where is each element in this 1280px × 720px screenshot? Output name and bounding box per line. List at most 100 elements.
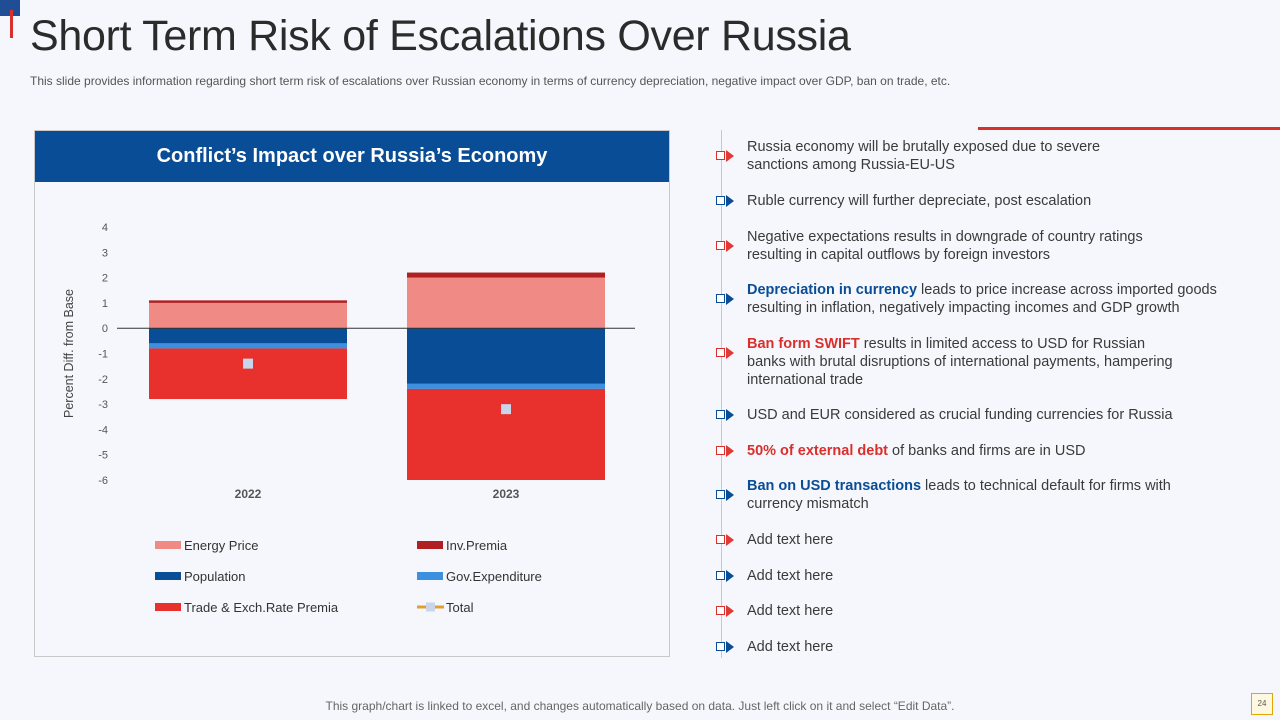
bullet-body: Ruble currency will further depreciate, … [747, 193, 1092, 209]
bullet-square [716, 642, 725, 651]
bar-inv-premia-2023 [407, 272, 605, 278]
y-tick-label: -3 [98, 399, 108, 411]
y-tick-label: -5 [98, 450, 108, 462]
bullet-body: leads to technical default for firms wit… [747, 478, 1171, 512]
bar-inv-premia-2022 [149, 300, 347, 303]
list-accent-line [978, 127, 1280, 130]
bullet-body: results in limited access to USD for Rus… [747, 336, 1173, 388]
bullet-text: USD and EUR considered as crucial fundin… [747, 406, 1247, 424]
y-tick-label: 4 [102, 222, 108, 234]
bullet-highlight: Depreciation in currency [747, 282, 918, 298]
bullet-body: Add text here [747, 568, 834, 584]
bullet-text: Add text here [747, 531, 1247, 549]
y-tick-label: 1 [102, 298, 108, 310]
y-tick-label: 3 [102, 247, 108, 259]
bar-gov-expenditure-2023 [407, 383, 605, 389]
x-tick-label: 2022 [235, 487, 262, 501]
bar-energy-price-2023 [407, 277, 605, 329]
bullet-arrow-icon [716, 534, 738, 546]
y-tick-label: -6 [98, 475, 108, 487]
legend-total-marker [426, 602, 435, 612]
legend-label: Population [184, 569, 245, 584]
bullet-triangle [726, 605, 734, 617]
legend-swatch [155, 603, 181, 611]
y-tick-label: 2 [102, 273, 108, 285]
footer-note: This graph/chart is linked to excel, and… [325, 699, 955, 713]
list-divider-line [721, 130, 722, 658]
bullet-text: Ban form SWIFT results in limited access… [747, 335, 1247, 389]
bullet-square [716, 410, 725, 419]
bullet-triangle [726, 150, 734, 162]
y-tick-label: 0 [102, 323, 108, 335]
bullet-text: Russia economy will be brutally exposed … [747, 138, 1247, 174]
legend-label: Energy Price [184, 538, 258, 553]
page-number: 24 [1251, 693, 1273, 715]
bullet-highlight: Ban on USD transactions [747, 478, 922, 494]
bullet-text: 50% of external debt of banks and firms … [747, 442, 1247, 460]
bullet-arrow-icon [716, 240, 738, 252]
total-marker-2022 [243, 358, 253, 369]
bullet-triangle [726, 347, 734, 359]
bullet-triangle [726, 570, 734, 582]
bullet-arrow-icon [716, 347, 738, 359]
bullet-square [716, 294, 725, 303]
bullet-body: Add text here [747, 639, 834, 655]
bullet-triangle [726, 409, 734, 421]
slide-title: Short Term Risk of Escalations Over Russ… [30, 12, 851, 60]
legend-label: Inv.Premia [446, 538, 508, 553]
bullet-arrow-icon [716, 445, 738, 457]
bullet-triangle [726, 293, 734, 305]
bullet-square [716, 151, 725, 160]
bullet-square [716, 535, 725, 544]
bullet-square [716, 348, 725, 357]
bullet-text: Negative expectations results in downgra… [747, 228, 1247, 264]
bullet-triangle [726, 240, 734, 252]
bullet-text: Ruble currency will further depreciate, … [747, 192, 1247, 210]
chart-panel: 4 3 2 1 0 -1 -2 -3 -4 -5 -6 Percent Diff. from Base… [34, 130, 670, 657]
legend-swatch [155, 541, 181, 549]
y-axis-label: Percent Diff. from Base [62, 289, 76, 418]
bullet-highlight: 50% of external debt [747, 443, 889, 459]
bullet-body: Add text here [747, 532, 834, 548]
y-tick-label: -2 [98, 374, 108, 386]
bullet-text: Ban on USD transactions leads to technic… [747, 477, 1247, 513]
chart-title: Conflict’s Impact over Russia’s Economy [35, 131, 669, 182]
bullet-list: Russia economy will be brutally exposed … [716, 127, 1280, 658]
y-tick-label: -4 [98, 424, 108, 436]
bullet-square [716, 571, 725, 580]
bullet-arrow-icon [716, 195, 738, 207]
bullet-triangle [726, 534, 734, 546]
bar-energy-price-2022 [149, 302, 347, 329]
bullet-text: Add text here [747, 638, 1247, 656]
x-tick-label: 2023 [493, 487, 520, 501]
bullet-body: of banks and firms are in USD [888, 443, 1086, 459]
slide-subtitle: This slide provides information regardin… [30, 74, 951, 88]
bullet-square [716, 196, 725, 205]
bullet-triangle [726, 489, 734, 501]
bullet-arrow-icon [716, 489, 738, 501]
legend-swatch [417, 572, 443, 580]
legend-label: Gov.Expenditure [446, 569, 542, 584]
bullet-text: Add text here [747, 567, 1247, 585]
bullet-body: Russia economy will be brutally exposed … [747, 139, 1101, 173]
legend-label: Trade & Exch.Rate Premia [184, 600, 339, 615]
corner-block [0, 0, 20, 16]
bar-population-2023 [407, 328, 605, 384]
title-accent-bar [10, 10, 13, 38]
bullet-text: Add text here [747, 602, 1247, 620]
bullet-arrow-icon [716, 409, 738, 421]
legend-swatch [155, 572, 181, 580]
bullet-arrow-icon [716, 150, 738, 162]
bullet-arrow-icon [716, 605, 738, 617]
bullet-arrow-icon [716, 293, 738, 305]
bar-trade-exch-rate-premia-2023 [407, 388, 605, 480]
legend-swatch [417, 541, 443, 549]
bullet-body: leads to price increase across imported … [747, 282, 1217, 316]
bullet-triangle [726, 445, 734, 457]
bullet-square [716, 446, 725, 455]
bullet-square [716, 606, 725, 615]
bar-trade-exch-rate-premia-2022 [149, 348, 347, 400]
chart-svg: 4 3 2 1 0 -1 -2 -3 -4 -5 -6 Percent Diff. from Base… [62, 222, 635, 615]
bullet-arrow-icon [716, 641, 738, 653]
bullet-body: Add text here [747, 603, 834, 619]
